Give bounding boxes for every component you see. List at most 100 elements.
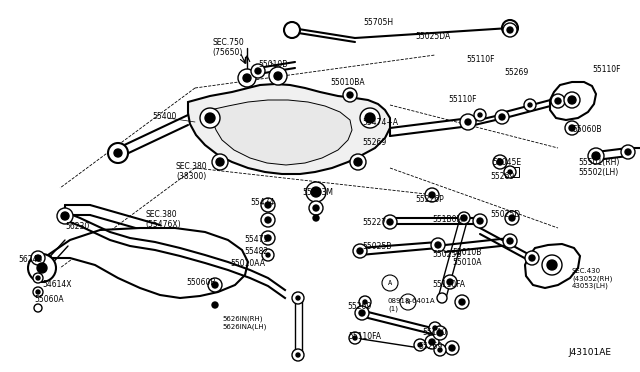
Circle shape xyxy=(382,275,398,291)
Text: 55269: 55269 xyxy=(347,302,371,311)
Text: 551B0M: 551B0M xyxy=(432,215,463,224)
Text: 56230: 56230 xyxy=(65,222,89,231)
Text: 55025B: 55025B xyxy=(432,250,461,259)
Circle shape xyxy=(435,242,441,248)
Text: 55226P: 55226P xyxy=(415,195,444,204)
Polygon shape xyxy=(210,100,352,165)
Text: 55269: 55269 xyxy=(418,342,442,351)
Circle shape xyxy=(555,98,561,104)
Circle shape xyxy=(433,326,437,330)
Text: 55110FA: 55110FA xyxy=(348,332,381,341)
Circle shape xyxy=(387,219,393,225)
Circle shape xyxy=(525,251,539,265)
Circle shape xyxy=(459,299,465,305)
Circle shape xyxy=(238,69,256,87)
Text: A: A xyxy=(388,280,392,286)
Circle shape xyxy=(431,238,445,252)
Circle shape xyxy=(414,339,426,351)
Circle shape xyxy=(34,304,42,312)
Circle shape xyxy=(313,205,319,211)
Circle shape xyxy=(284,22,300,38)
Circle shape xyxy=(505,211,519,225)
Circle shape xyxy=(296,296,300,300)
Text: 55025D: 55025D xyxy=(490,210,520,219)
Circle shape xyxy=(265,202,271,208)
Circle shape xyxy=(205,113,215,123)
Text: N: N xyxy=(406,299,410,305)
Text: 551A0: 551A0 xyxy=(422,328,447,337)
Circle shape xyxy=(425,188,439,202)
Text: 55475: 55475 xyxy=(244,235,268,244)
Circle shape xyxy=(343,88,357,102)
Circle shape xyxy=(36,290,40,294)
Circle shape xyxy=(529,255,535,261)
Circle shape xyxy=(212,282,218,288)
Circle shape xyxy=(433,326,447,340)
Circle shape xyxy=(502,20,518,36)
Circle shape xyxy=(473,214,487,228)
Circle shape xyxy=(365,113,375,123)
Circle shape xyxy=(507,238,513,244)
Circle shape xyxy=(497,159,503,165)
Circle shape xyxy=(311,187,321,197)
Text: SEC.750
(75650): SEC.750 (75650) xyxy=(212,38,244,57)
Circle shape xyxy=(504,166,516,178)
Circle shape xyxy=(565,121,579,135)
Circle shape xyxy=(35,255,41,261)
Text: 55705H: 55705H xyxy=(363,18,393,27)
Text: 55010B
55010A: 55010B 55010A xyxy=(452,248,481,267)
Circle shape xyxy=(493,155,507,169)
Text: SEC.380
(55476X): SEC.380 (55476X) xyxy=(145,210,180,230)
Text: 54614X: 54614X xyxy=(42,280,72,289)
Circle shape xyxy=(465,119,471,125)
Circle shape xyxy=(495,110,509,124)
Text: J43101AE: J43101AE xyxy=(568,348,611,357)
Circle shape xyxy=(265,217,271,223)
Text: SEC.430
(43052(RH)
43053(LH): SEC.430 (43052(RH) 43053(LH) xyxy=(572,268,612,289)
Circle shape xyxy=(57,208,73,224)
Circle shape xyxy=(292,349,304,361)
Text: 55227: 55227 xyxy=(362,218,386,227)
Circle shape xyxy=(447,279,453,285)
Circle shape xyxy=(425,335,439,349)
Polygon shape xyxy=(48,228,248,298)
Circle shape xyxy=(33,273,43,283)
Circle shape xyxy=(524,99,536,111)
Circle shape xyxy=(114,149,122,157)
Circle shape xyxy=(438,348,442,352)
Circle shape xyxy=(625,149,631,155)
Circle shape xyxy=(292,292,304,304)
Circle shape xyxy=(509,215,515,221)
Polygon shape xyxy=(550,82,596,120)
Circle shape xyxy=(437,293,447,303)
Circle shape xyxy=(61,212,69,220)
Text: 55474+A: 55474+A xyxy=(362,118,398,127)
Circle shape xyxy=(592,152,600,160)
Text: 55482: 55482 xyxy=(244,247,268,256)
Circle shape xyxy=(359,296,371,308)
Circle shape xyxy=(355,306,369,320)
Circle shape xyxy=(266,253,270,257)
Circle shape xyxy=(269,67,287,85)
Circle shape xyxy=(251,64,265,78)
Text: 55010BA: 55010BA xyxy=(330,78,365,87)
Circle shape xyxy=(528,103,532,107)
Circle shape xyxy=(36,276,40,280)
Text: A: A xyxy=(510,170,514,174)
Circle shape xyxy=(443,275,457,289)
Text: 56243: 56243 xyxy=(18,255,42,264)
Text: 55474: 55474 xyxy=(250,198,275,207)
Circle shape xyxy=(568,96,576,104)
Circle shape xyxy=(478,113,482,117)
Text: 55269: 55269 xyxy=(362,138,387,147)
Circle shape xyxy=(274,72,282,80)
Circle shape xyxy=(309,201,323,215)
Circle shape xyxy=(383,215,397,229)
Circle shape xyxy=(296,353,300,357)
Text: 55025DA: 55025DA xyxy=(415,32,451,41)
Text: 55110FA: 55110FA xyxy=(432,280,465,289)
Circle shape xyxy=(445,341,459,355)
Circle shape xyxy=(306,182,326,202)
Circle shape xyxy=(357,248,363,254)
Circle shape xyxy=(564,92,580,108)
